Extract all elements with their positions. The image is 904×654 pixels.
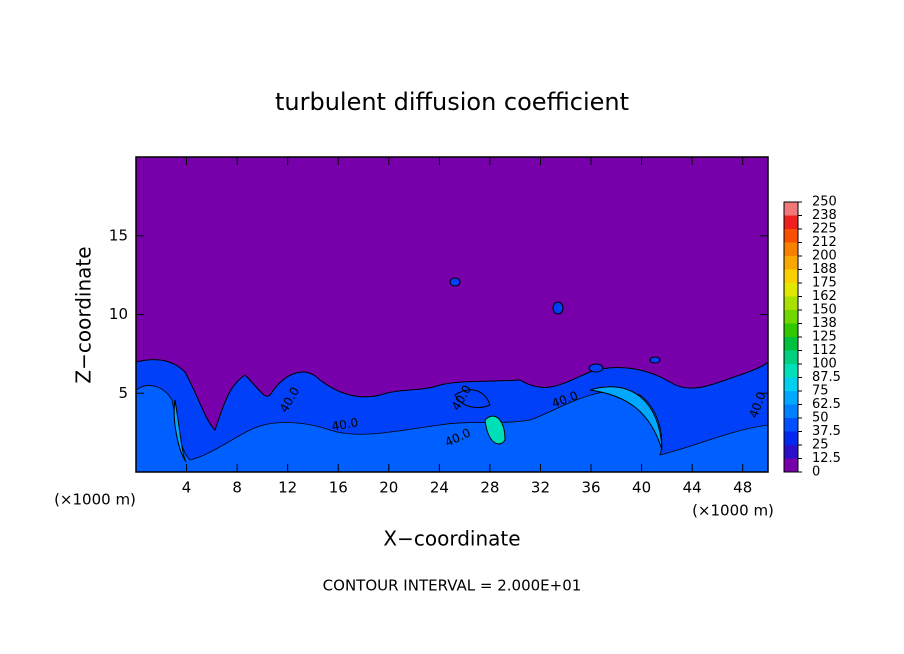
x-unit-label: (×1000 m) [692, 502, 774, 520]
colorbar-label: 175 [812, 276, 837, 291]
x-tick-label: 16 [329, 479, 348, 497]
colorbar-label: 75 [812, 384, 829, 399]
x-tick-label: 12 [278, 479, 297, 497]
y-tick-label: 15 [109, 226, 128, 244]
colorbar-swatch [784, 296, 798, 310]
y-axis-label: Z−coordinate [72, 246, 96, 383]
colorbar-label: 37.5 [812, 424, 841, 439]
colorbar-swatch [784, 350, 798, 364]
colorbar-label: 188 [812, 262, 837, 277]
colorbar-swatch [784, 269, 798, 283]
x-tick-label: 40 [632, 479, 651, 497]
colorbar-swatch [784, 337, 798, 351]
turbulent-field [135, 277, 769, 473]
x-tick-label: 24 [430, 479, 449, 497]
x-tick-label: 32 [531, 479, 550, 497]
contour-label: 40.0 [331, 415, 360, 433]
colorbar-label: 87.5 [812, 370, 841, 385]
x-tick-label: 28 [480, 479, 499, 497]
colorbar-label: 25 [812, 438, 829, 453]
colorbar-swatch [784, 323, 798, 337]
x-tick-label: 20 [379, 479, 398, 497]
colorbar-label: 100 [812, 357, 837, 372]
footer: CONTOUR INTERVAL = 2.000E+01 [323, 577, 582, 595]
colorbar-label: 62.5 [812, 397, 841, 412]
colorbar-swatch [784, 229, 798, 243]
x-axis-label: X−coordinate [383, 527, 520, 551]
x-tick-label: 4 [182, 479, 192, 497]
colorbar-label: 200 [812, 249, 837, 264]
colorbar-label: 125 [812, 330, 837, 345]
y-tick-label: 10 [109, 305, 128, 323]
colorbar-label: 250 [812, 195, 837, 210]
colorbar-swatch [784, 215, 798, 229]
colorbar-label: 225 [812, 222, 837, 237]
x-tick-label: 36 [581, 479, 600, 497]
colorbar-label: 12.5 [812, 451, 841, 466]
colorbar-swatch [784, 364, 798, 378]
colorbar-swatch [784, 458, 798, 472]
colorbar-swatch [784, 310, 798, 324]
y-tick-label: 5 [118, 384, 128, 402]
colorbar-label: 150 [812, 303, 837, 318]
x-tick-label: 8 [232, 479, 242, 497]
x-unit-label: (×1000 m) [54, 491, 136, 509]
chart-title: turbulent diffusion coefficient [275, 88, 629, 116]
colorbar-label: 238 [812, 208, 837, 223]
colorbar-label: 138 [812, 316, 837, 331]
colorbar-label: 112 [812, 343, 837, 358]
colorbar-swatch [784, 202, 798, 216]
colorbar-swatch [784, 445, 798, 459]
colorbar-swatch [784, 242, 798, 256]
colorbar-label: 162 [812, 289, 837, 304]
colorbar-swatch [784, 283, 798, 297]
colorbar-swatch [784, 404, 798, 418]
x-tick-label: 44 [683, 479, 702, 497]
colorbar-swatch [784, 377, 798, 391]
x-tick-label: 48 [733, 479, 752, 497]
colorbar-swatch [784, 418, 798, 432]
colorbar-swatch [784, 256, 798, 270]
colorbar-swatch [784, 431, 798, 445]
colorbar-label: 0 [812, 465, 820, 480]
colorbar-label: 50 [812, 411, 829, 426]
colorbar-swatch [784, 391, 798, 405]
colorbar-label: 212 [812, 235, 837, 250]
